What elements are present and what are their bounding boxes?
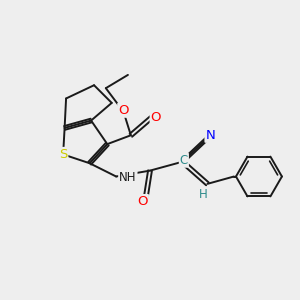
Text: S: S [59, 148, 67, 161]
Text: O: O [151, 111, 161, 124]
Text: O: O [137, 195, 148, 208]
Text: N: N [206, 129, 215, 142]
Text: H: H [199, 188, 207, 201]
Text: NH: NH [119, 172, 136, 184]
Text: C: C [180, 154, 188, 167]
Text: O: O [118, 104, 129, 117]
